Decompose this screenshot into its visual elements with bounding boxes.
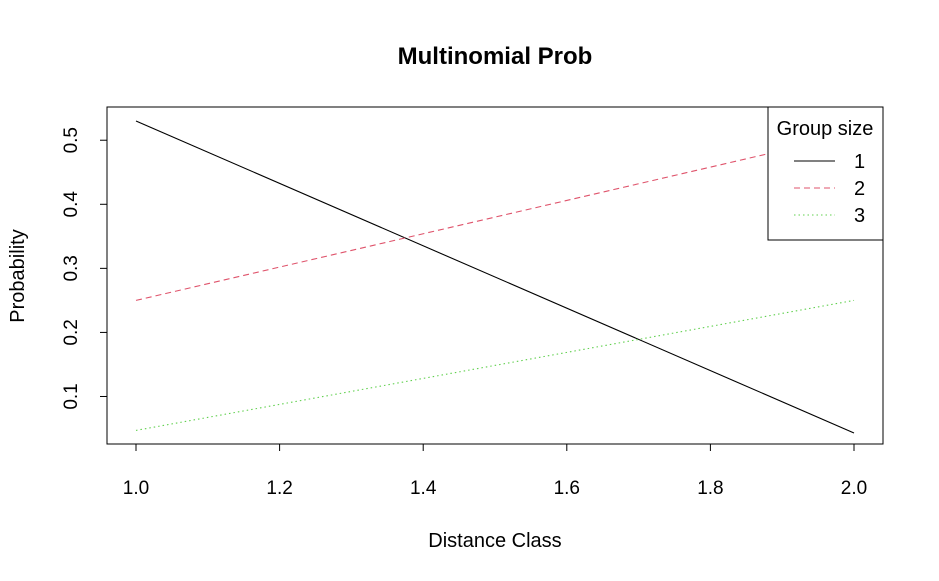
legend-label-3: 3 [854,205,865,227]
x-tick-label: 1.2 [266,478,292,499]
series-layer [135,120,855,434]
y-tick-label: 0.2 [61,319,82,345]
series-line-2 [135,133,855,301]
chart-title: Multinomial Prob [398,43,593,70]
y-tick-label: 0.3 [61,255,82,281]
x-tick-label: 2.0 [841,478,867,499]
x-axis-label: Distance Class [428,530,561,552]
x-tick-label: 1.8 [697,478,723,499]
legend-box [767,106,884,241]
y-tick-label: 0.5 [61,127,82,153]
x-tick-label: 1.4 [410,478,437,499]
series-line-3 [135,299,855,431]
legend-title: Group size [777,118,874,140]
x-tick-label: 1.6 [554,478,580,499]
y-tick-label: 0.4 [61,191,82,218]
y-axis: 0.1 0.2 0.3 0.4 0.5 [61,127,108,410]
y-axis-label: Probability [7,229,29,322]
legend: Group size 1 2 3 [767,106,884,241]
x-tick-label: 1.0 [123,478,149,499]
x-axis: 1.0 1.2 1.4 1.6 1.8 2.0 [123,443,867,499]
plot-frame [106,106,884,445]
legend-label-2: 2 [854,178,865,200]
y-tick-label: 0.1 [61,383,82,409]
series-line-1 [135,120,855,434]
legend-label-1: 1 [854,151,865,173]
